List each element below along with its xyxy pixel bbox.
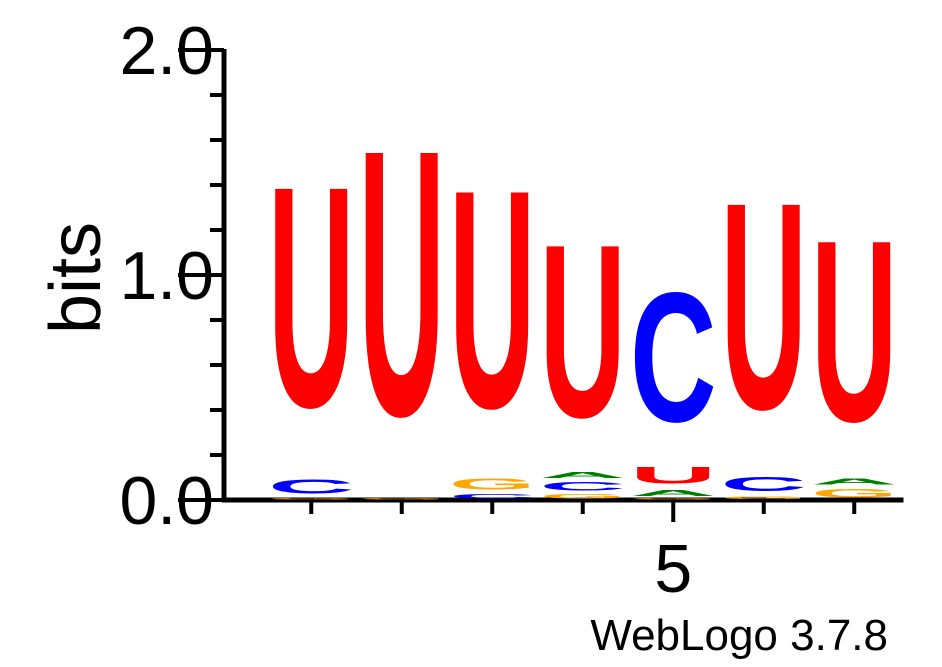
logo-letter-A-pos4: A (540, 471, 626, 480)
x-axis: 5 (222, 497, 904, 607)
y-tick-label: 2.0 (119, 13, 214, 89)
logo-letter-U-pos7: U (811, 186, 897, 476)
logo-letter-A-pos7: A (811, 477, 897, 486)
y-tick-label: 0.0 (119, 463, 214, 539)
logo-letter-C-pos4: C (540, 480, 626, 493)
logo-letter-U-pos1: U (268, 120, 354, 473)
logo-letter-G-pos6: G (721, 495, 807, 499)
logo-letter-C-pos3: C (449, 493, 536, 500)
logo-letter-G-pos4: G (540, 493, 626, 500)
logo-letter-G-pos5: G (630, 498, 716, 500)
logo-letter-G-pos7: G (811, 486, 897, 500)
logo-letter-G-pos3: G (449, 475, 535, 493)
y-axis: 0.0 1.0 2.0 (119, 13, 227, 539)
logo-letter-U-pos5: U (630, 462, 716, 489)
footer-credit: WebLogo 3.7.8 (590, 611, 888, 660)
logo-letter-C-pos1: C (268, 475, 354, 497)
logo-letter-U-pos6: U (721, 141, 807, 471)
logo-letter-A-pos5: A (630, 489, 716, 498)
logo-letter-U-pos4: U (540, 194, 626, 470)
y-tick-label: 1.0 (119, 238, 214, 314)
y-axis-label: bits (36, 222, 116, 334)
logo-letter-G-pos2: G (359, 498, 445, 500)
logo-letter-C-pos5: C (630, 255, 717, 462)
logo-letter-G-pos1: G (268, 498, 354, 500)
logo-letter-U-pos2: U (359, 70, 446, 495)
logo-letter-C-pos6: C (721, 473, 807, 495)
logo-letter-U-pos3: U (449, 124, 535, 472)
x-tick-label: 5 (654, 531, 692, 607)
